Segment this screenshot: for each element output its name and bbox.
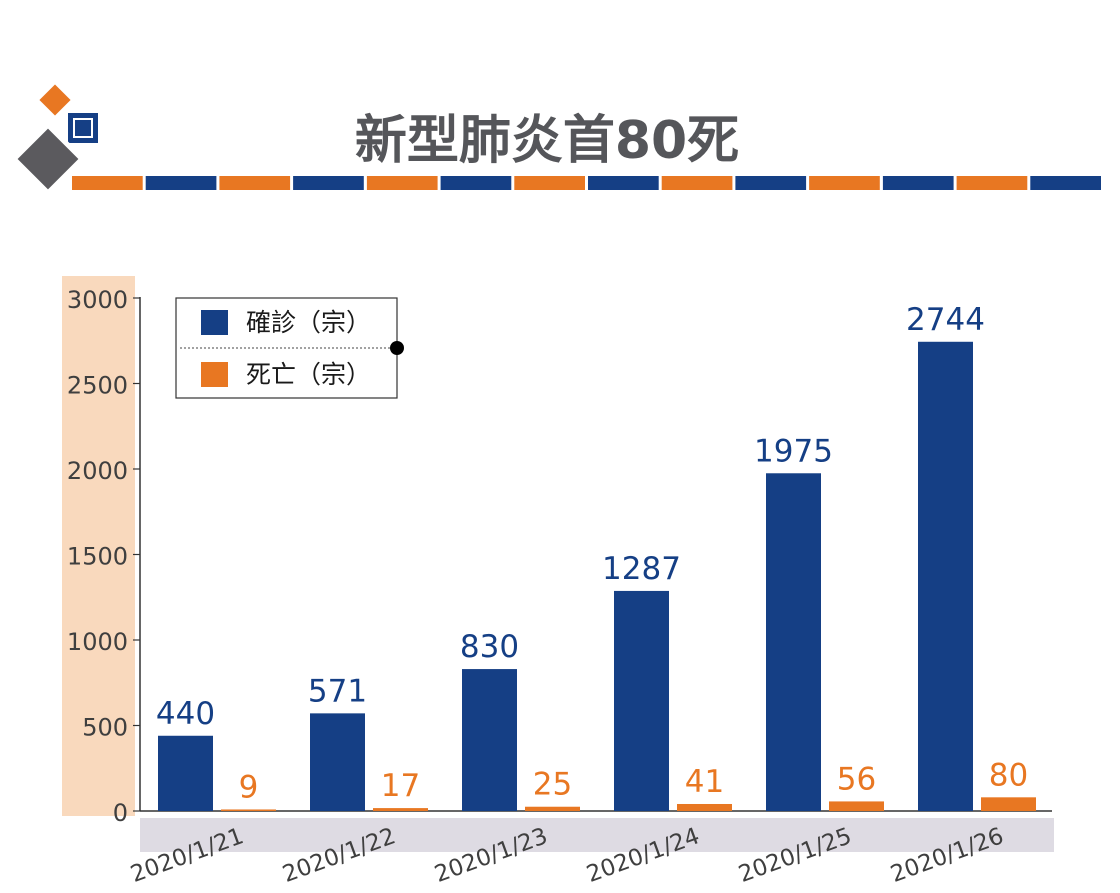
stripe-segment xyxy=(882,176,954,190)
y-tick-label: 3000 xyxy=(67,286,128,314)
value-label-deaths: 80 xyxy=(989,757,1028,793)
y-axis-ticks: 0 500 1000 1500 2000 2500 3000 xyxy=(67,286,140,827)
value-label-confirmed: 440 xyxy=(156,696,215,732)
value-label-deaths: 56 xyxy=(837,761,876,797)
legend-swatch-deaths xyxy=(201,362,228,387)
bar-deaths xyxy=(829,801,884,811)
legend-label-deaths: 死亡（宗） xyxy=(246,360,371,389)
value-label-deaths: 17 xyxy=(381,768,420,804)
logo-diamonds-icon xyxy=(10,78,98,197)
value-label-deaths: 41 xyxy=(685,764,724,800)
stripe-segment xyxy=(735,176,807,190)
y-tick-label: 1000 xyxy=(67,628,128,656)
x-axis-band xyxy=(140,818,1054,852)
value-label-confirmed: 571 xyxy=(308,673,367,709)
legend-swatch-confirmed xyxy=(201,310,228,335)
bar-confirmed xyxy=(766,473,821,811)
bar-deaths xyxy=(373,808,428,811)
stripe-segment xyxy=(72,176,143,190)
bar-deaths xyxy=(981,797,1036,811)
stripe-segment xyxy=(956,176,1028,190)
bar-confirmed xyxy=(158,735,213,811)
value-label-confirmed: 2744 xyxy=(906,302,985,338)
stripe-segment xyxy=(366,176,438,190)
bar-confirmed xyxy=(310,713,365,811)
y-tick-label: 1500 xyxy=(67,543,128,571)
value-label-deaths: 25 xyxy=(533,767,572,803)
y-tick-label: 500 xyxy=(82,714,128,742)
title-underline-stripe xyxy=(72,176,1101,190)
stripe-segment xyxy=(661,176,733,190)
y-tick-label: 0 xyxy=(113,799,128,827)
stripe-segment xyxy=(145,176,217,190)
stripe-segment xyxy=(514,176,585,190)
bar-deaths xyxy=(677,803,732,811)
stripe-segment xyxy=(588,176,659,190)
bar-deaths xyxy=(525,806,580,811)
stripe-segment xyxy=(293,176,364,190)
legend-marker-dot-icon xyxy=(390,341,404,355)
value-label-confirmed: 1975 xyxy=(754,433,833,469)
value-label-confirmed: 1287 xyxy=(602,551,681,587)
value-label-deaths: 9 xyxy=(239,769,259,805)
legend-label-confirmed: 確診（宗） xyxy=(246,308,371,337)
stripe-segment xyxy=(809,176,880,190)
stripe-segment xyxy=(440,176,512,190)
bar-confirmed xyxy=(462,669,517,811)
legend: 確診（宗） 死亡（宗） xyxy=(175,297,404,399)
stripe-segment xyxy=(219,176,291,190)
value-label-confirmed: 830 xyxy=(460,629,519,665)
y-tick-label: 2000 xyxy=(67,457,128,485)
stripe-segment xyxy=(1030,176,1101,190)
y-axis-band xyxy=(62,276,135,816)
chart-title: 新型肺炎首80死 xyxy=(355,111,739,171)
y-tick-label: 2500 xyxy=(67,372,128,400)
bars-group: 440 9 571 17 830 25 1287 41 1975 56 2744 80 xyxy=(156,302,1036,811)
bar-confirmed xyxy=(614,590,669,811)
bar-confirmed xyxy=(918,341,973,811)
bar-deaths xyxy=(221,809,276,811)
